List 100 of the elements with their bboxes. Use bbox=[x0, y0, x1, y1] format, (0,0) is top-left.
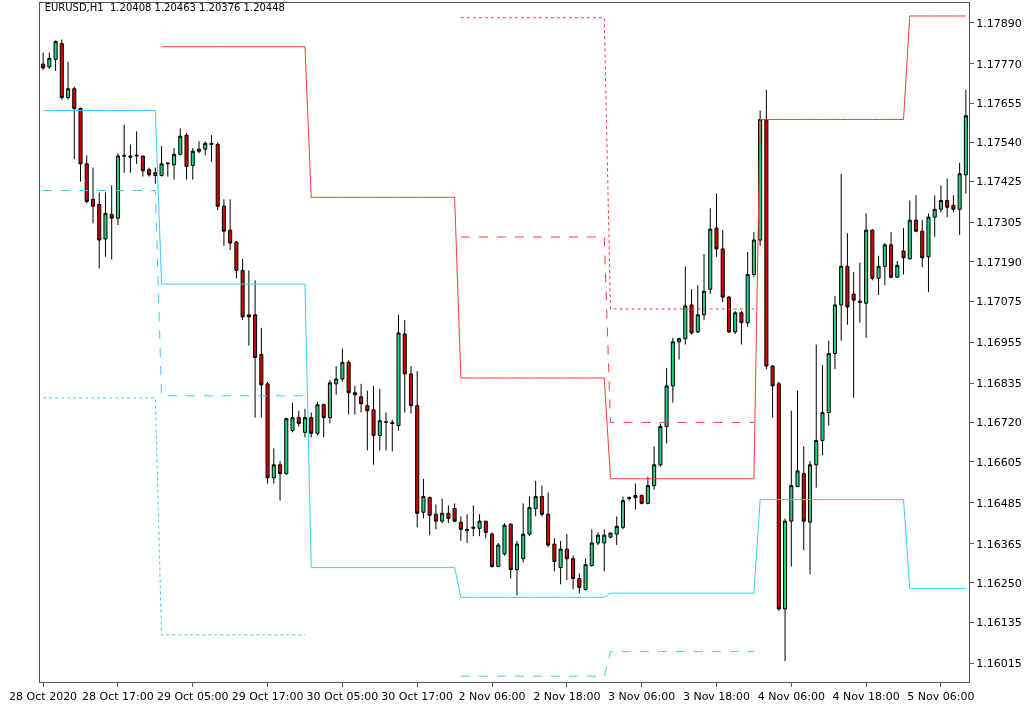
line-series bbox=[42, 110, 967, 598]
x-tick-label: 3 Nov 18:00 bbox=[682, 690, 751, 704]
x-tick-label: 28 Oct 2020 bbox=[9, 690, 78, 704]
candlestick bbox=[165, 161, 170, 178]
y-tick-label: 1.17075 bbox=[976, 295, 1022, 309]
candlestick bbox=[253, 279, 258, 419]
candlestick bbox=[701, 253, 707, 321]
candlestick bbox=[789, 410, 794, 568]
line-series bbox=[161, 15, 967, 480]
candlestick bbox=[433, 503, 438, 530]
candlestick bbox=[302, 408, 308, 438]
candlestick bbox=[795, 390, 800, 488]
x-tick-label: 4 Nov 18:00 bbox=[832, 690, 900, 704]
candlestick bbox=[115, 152, 120, 226]
candlestick bbox=[564, 533, 569, 581]
candlestick bbox=[408, 365, 413, 415]
candlestick bbox=[159, 145, 164, 178]
candlestick bbox=[901, 227, 906, 276]
y-tick-label: 1.16250 bbox=[976, 576, 1022, 590]
candlestick bbox=[490, 531, 495, 569]
candlestick bbox=[59, 39, 64, 101]
x-tick-label: 2 Nov 18:00 bbox=[533, 690, 601, 704]
x-tick-label: 29 Oct 17:00 bbox=[231, 690, 304, 704]
candlestick bbox=[820, 364, 825, 456]
y-tick-label: 1.17655 bbox=[976, 96, 1022, 110]
candlestick bbox=[78, 107, 83, 183]
candlestick bbox=[66, 61, 71, 101]
x-tick-label: 4 Nov 06:00 bbox=[757, 690, 825, 704]
candlestick bbox=[390, 419, 395, 452]
candlestick bbox=[458, 515, 463, 542]
candlestick bbox=[645, 476, 650, 505]
x-tick-label: 29 Oct 05:00 bbox=[156, 690, 229, 704]
candlestick bbox=[84, 154, 89, 204]
candlestick bbox=[521, 502, 526, 563]
candlestick bbox=[708, 207, 713, 295]
candlestick bbox=[190, 147, 195, 181]
candlestick bbox=[196, 140, 202, 154]
candlestick bbox=[427, 496, 432, 536]
y-tick-label: 1.16365 bbox=[976, 537, 1022, 551]
candlestick bbox=[807, 460, 813, 575]
candlestick bbox=[421, 478, 426, 519]
candlestick bbox=[907, 199, 912, 260]
candlestick bbox=[72, 86, 77, 160]
candlestick bbox=[596, 531, 601, 546]
candlestick bbox=[751, 231, 756, 278]
candlestick bbox=[945, 178, 950, 218]
candlestick bbox=[440, 498, 445, 524]
candlestick bbox=[321, 403, 326, 438]
candlestick bbox=[309, 412, 314, 438]
candlestick bbox=[620, 496, 625, 530]
candlestick bbox=[826, 340, 831, 426]
candlestick bbox=[377, 388, 382, 451]
candlestick bbox=[627, 496, 632, 502]
candlestick bbox=[589, 528, 594, 568]
y-tick-label: 1.16605 bbox=[976, 455, 1022, 469]
y-tick-label: 1.17540 bbox=[976, 136, 1022, 150]
candlestick bbox=[315, 401, 320, 436]
candlestick bbox=[502, 522, 507, 557]
candlestick bbox=[415, 370, 420, 528]
candlestick bbox=[608, 531, 613, 539]
candlestick bbox=[670, 337, 675, 404]
x-tick-label: 2 Nov 06:00 bbox=[458, 690, 526, 704]
candlestick bbox=[882, 242, 887, 286]
candlestick bbox=[178, 127, 183, 156]
candlestick bbox=[546, 491, 551, 548]
candlestick bbox=[926, 212, 931, 293]
y-tick-label: 1.17305 bbox=[976, 216, 1022, 230]
candlestick bbox=[508, 522, 513, 580]
candlestick bbox=[465, 513, 470, 544]
y-tick-label: 1.16720 bbox=[976, 416, 1022, 430]
candlestick bbox=[496, 542, 501, 568]
y-tick-label: 1.16485 bbox=[976, 496, 1022, 510]
candlestick bbox=[278, 460, 283, 502]
candlestick bbox=[864, 212, 869, 339]
candlestick bbox=[602, 528, 607, 572]
y-tick-label: 1.17770 bbox=[976, 57, 1022, 71]
candlestick bbox=[41, 52, 46, 71]
candlestick bbox=[103, 192, 108, 258]
candlestick bbox=[652, 445, 657, 491]
candlestick bbox=[246, 269, 251, 347]
candlestick bbox=[122, 124, 127, 174]
candlestick bbox=[109, 184, 114, 260]
y-tick-label: 1.16835 bbox=[976, 376, 1022, 390]
candlestick bbox=[783, 517, 788, 662]
candlestick bbox=[215, 141, 220, 211]
candlestick bbox=[483, 520, 488, 539]
candlestick bbox=[327, 379, 332, 424]
candlestick bbox=[733, 310, 738, 335]
candlestick bbox=[776, 381, 781, 612]
candlestick bbox=[140, 155, 145, 178]
candlestick bbox=[839, 173, 844, 342]
x-tick-label: 30 Oct 17:00 bbox=[381, 690, 454, 704]
candlestick bbox=[689, 288, 694, 336]
candlestick bbox=[695, 284, 700, 334]
x-tick-label: 5 Nov 06:00 bbox=[907, 690, 975, 704]
candlestick bbox=[683, 265, 688, 346]
y-tick-label: 1.17890 bbox=[976, 16, 1022, 30]
candlestick bbox=[677, 337, 682, 361]
candlestick bbox=[714, 193, 719, 258]
candlestick bbox=[832, 295, 837, 370]
